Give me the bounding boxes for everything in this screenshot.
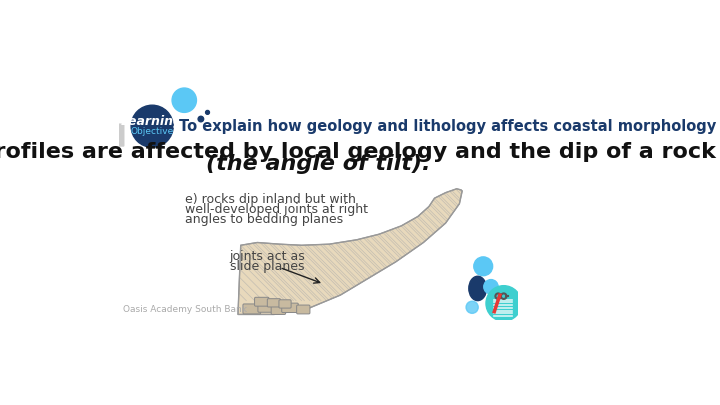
Polygon shape bbox=[238, 189, 462, 314]
FancyBboxPatch shape bbox=[114, 124, 125, 147]
Circle shape bbox=[484, 279, 498, 294]
Text: To explain how geology and lithology affects coastal morphology   & cliff profil: To explain how geology and lithology aff… bbox=[179, 119, 720, 134]
Text: e) rocks dip inland but with: e) rocks dip inland but with bbox=[185, 193, 356, 206]
FancyBboxPatch shape bbox=[255, 297, 269, 306]
Text: well-developed joints at right: well-developed joints at right bbox=[185, 202, 369, 215]
FancyBboxPatch shape bbox=[279, 300, 291, 308]
Text: Learning: Learning bbox=[121, 115, 183, 128]
Text: Cliff profiles are affected by local geology and the dip of a rock: Cliff profiles are affected by local geo… bbox=[0, 142, 716, 162]
Text: (the angle of tilt).: (the angle of tilt). bbox=[206, 154, 431, 175]
Circle shape bbox=[172, 88, 197, 113]
Circle shape bbox=[486, 286, 521, 321]
FancyBboxPatch shape bbox=[297, 305, 310, 314]
Text: Oasis Academy South Bank: Oasis Academy South Bank bbox=[123, 305, 248, 314]
FancyBboxPatch shape bbox=[267, 298, 281, 307]
Ellipse shape bbox=[469, 276, 487, 301]
Circle shape bbox=[131, 105, 174, 147]
Circle shape bbox=[474, 257, 492, 276]
Text: joints act as: joints act as bbox=[230, 250, 305, 263]
Circle shape bbox=[198, 116, 204, 122]
FancyBboxPatch shape bbox=[258, 302, 274, 312]
Circle shape bbox=[206, 111, 210, 114]
FancyBboxPatch shape bbox=[282, 303, 298, 313]
FancyBboxPatch shape bbox=[271, 306, 286, 314]
Text: angles to bedding planes: angles to bedding planes bbox=[185, 213, 343, 226]
Circle shape bbox=[466, 301, 478, 313]
FancyBboxPatch shape bbox=[243, 304, 261, 314]
Text: Objective: Objective bbox=[130, 127, 174, 136]
Text: slide planes: slide planes bbox=[230, 260, 304, 273]
